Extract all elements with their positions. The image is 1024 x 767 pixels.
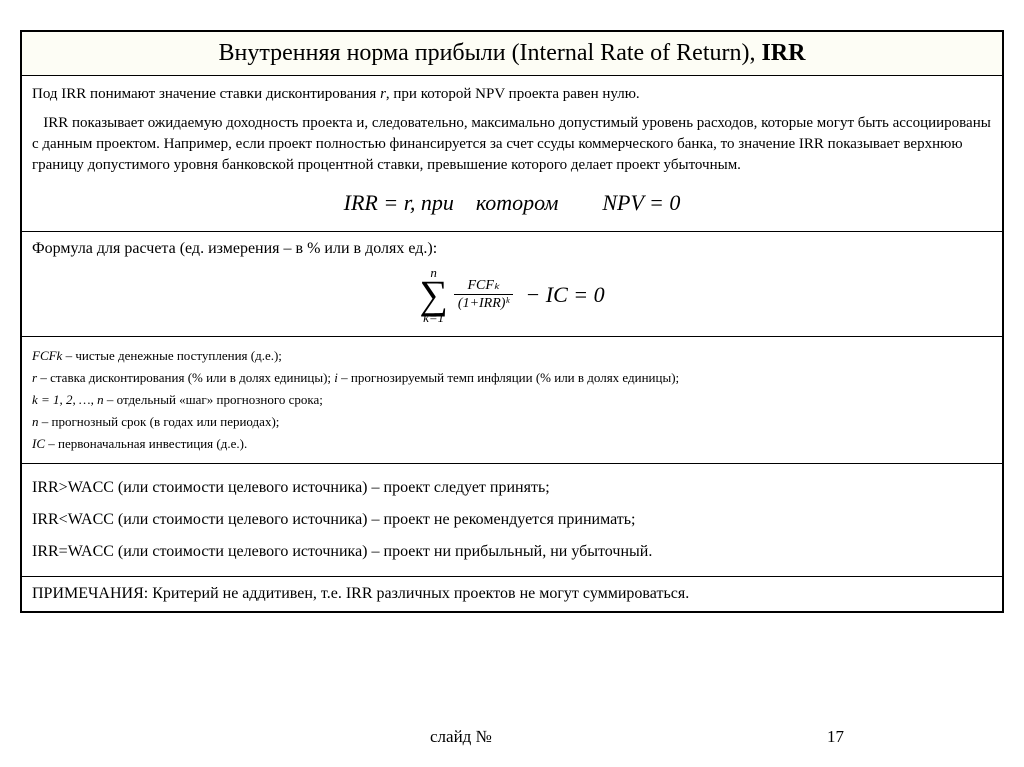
formula-irr-npv: IRR = r, при котором NPV = 0: [32, 188, 992, 219]
fraction: FCFₖ (1+IRR)ᵏ: [454, 278, 513, 312]
title-bold: IRR: [761, 40, 805, 66]
footer: слайд № 17: [0, 727, 1024, 747]
slide-number: 17: [827, 727, 844, 747]
formula-cell: Формула для расчета (ед. измерения – в %…: [21, 231, 1003, 336]
desc-p2: IRR показывает ожидаемую доходность прое…: [32, 113, 992, 176]
description-cell: Под IRR понимают значение ставки дисконт…: [21, 76, 1003, 232]
rule-reject: IRR<WACC (или стоимости целевого источни…: [32, 504, 992, 536]
def-n: n – прогнозный срок (в годах или периода…: [32, 411, 992, 433]
def-fcfk: FCFk – чистые денежные поступления (д.е.…: [32, 345, 992, 367]
rule-neutral: IRR=WACC (или стоимости целевого источни…: [32, 536, 992, 568]
def-k: k = 1, 2, …, n – отдельный «шаг» прогноз…: [32, 389, 992, 411]
formula-tail: − IC = 0: [525, 282, 604, 308]
slide-label: слайд №: [430, 727, 492, 747]
formula-label: Формула для расчета (ед. измерения – в %…: [32, 240, 992, 258]
def-ic: IC – первоначальная инвестиция (д.е.).: [32, 433, 992, 455]
desc-p1: Под IRR понимают значение ставки дисконт…: [32, 84, 992, 105]
irr-definition-table: Внутренняя норма прибыли (Internal Rate …: [20, 30, 1004, 613]
title-main: Внутренняя норма прибыли (Internal Rate …: [219, 40, 762, 66]
title-cell: Внутренняя норма прибыли (Internal Rate …: [21, 31, 1003, 76]
rule-accept: IRR>WACC (или стоимости целевого источни…: [32, 472, 992, 504]
def-r-i: r – ставка дисконтирования (% или в доля…: [32, 367, 992, 389]
formula-sigma: n ∑ k=1 FCFₖ (1+IRR)ᵏ − IC = 0: [32, 266, 992, 324]
notes-cell: ПРИМЕЧАНИЯ: Критерий не аддитивен, т.е. …: [21, 577, 1003, 613]
decision-rules-cell: IRR>WACC (или стоимости целевого источни…: [21, 464, 1003, 577]
sigma-symbol: n ∑ k=1: [419, 266, 448, 324]
definitions-cell: FCFk – чистые денежные поступления (д.е.…: [21, 336, 1003, 463]
